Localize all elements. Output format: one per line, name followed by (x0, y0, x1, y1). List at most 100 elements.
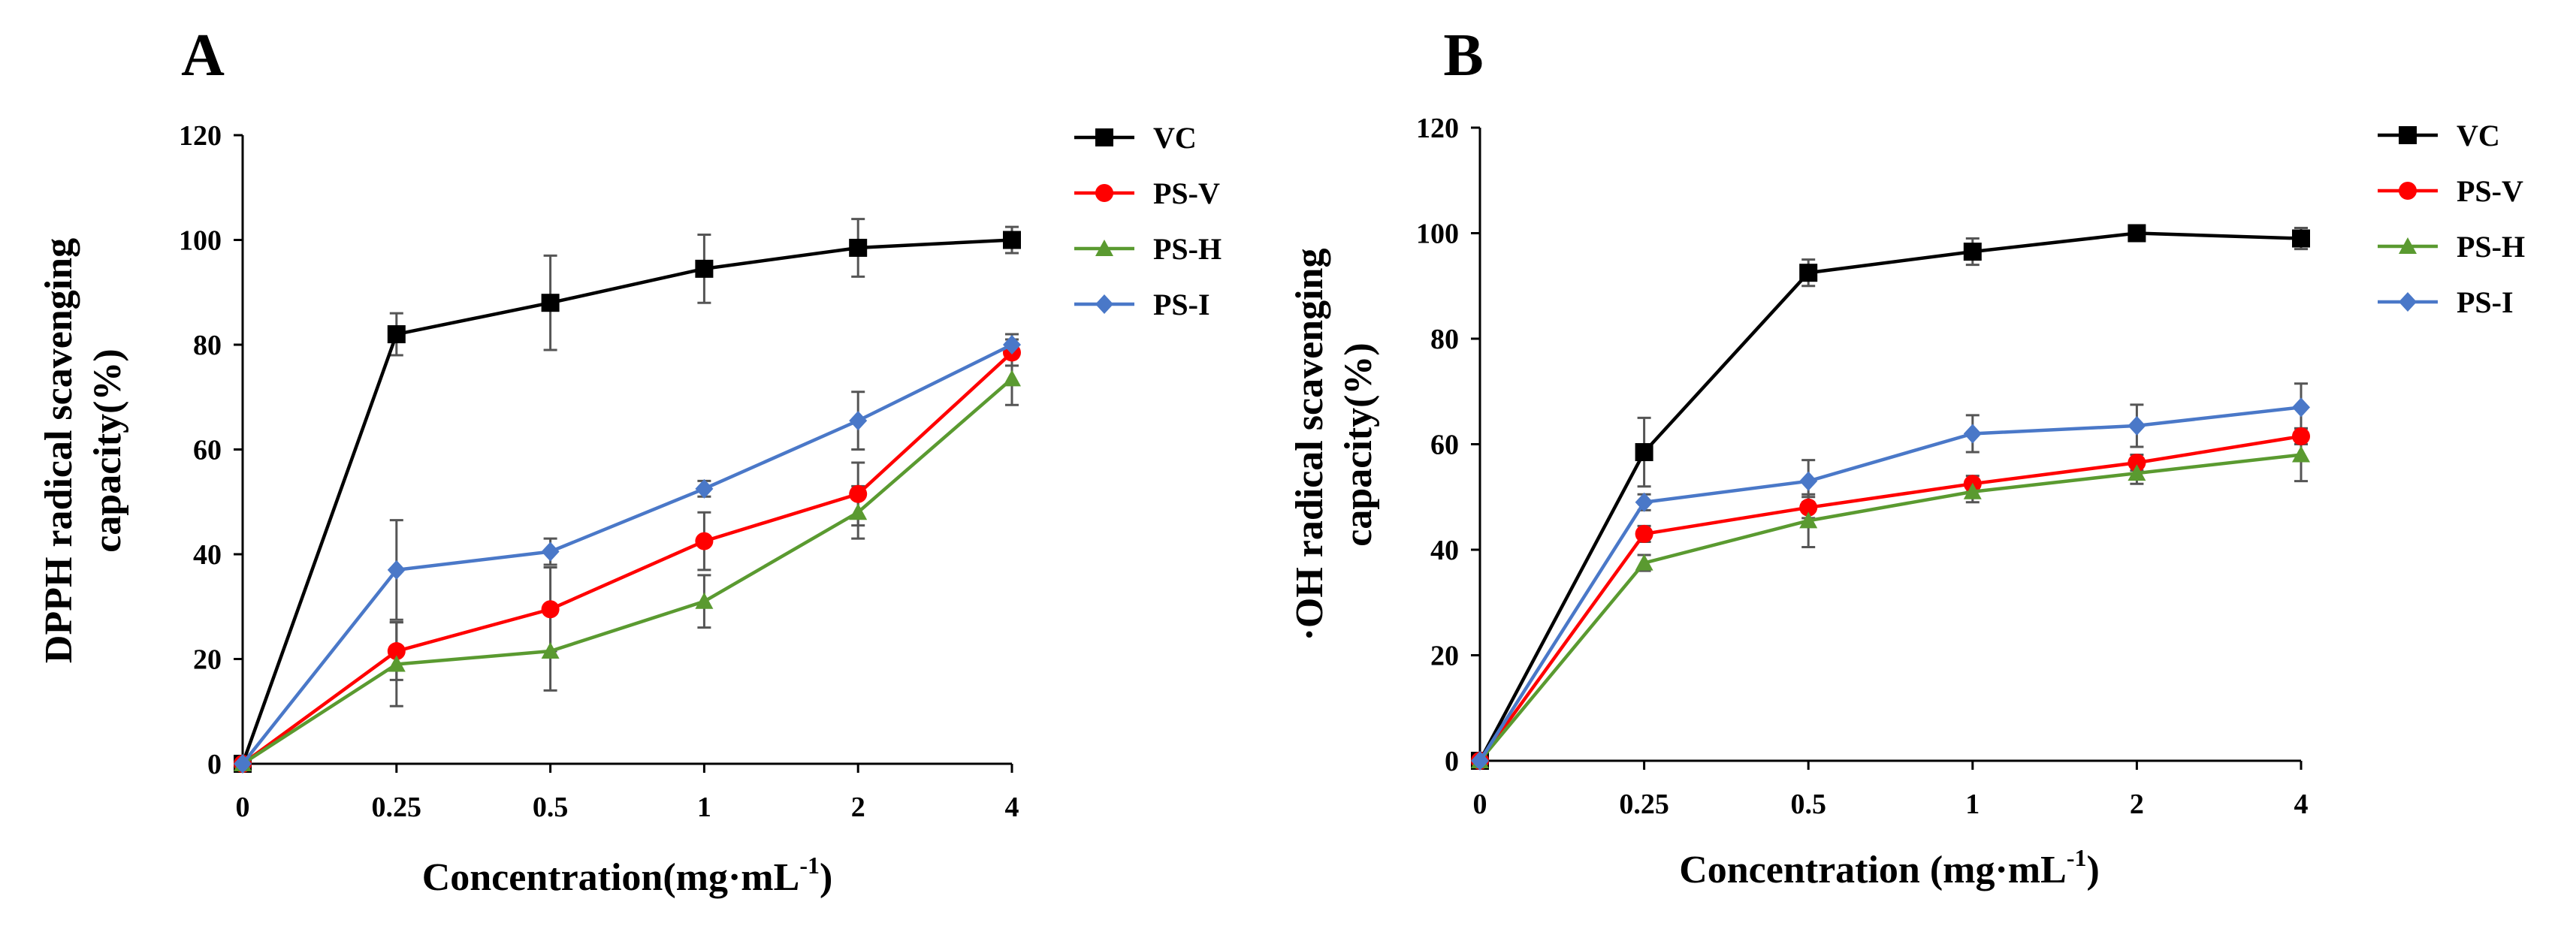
x-axis-label-end: ) (2086, 849, 2099, 891)
x-axis-label-main: Concentration(mg·mL (422, 856, 800, 899)
data-point-ps-h (1635, 553, 1653, 571)
legend: VC PS-V PS-H PS-I (1074, 121, 1222, 321)
y-tick-label: 20 (193, 644, 222, 676)
data-point-ps-h (387, 655, 406, 672)
series-ps-v (1471, 427, 2310, 770)
data-point-ps-i (1799, 471, 1818, 491)
series-ps-v (234, 343, 1021, 773)
data-point-ps-h (541, 642, 560, 659)
data-point-vc (2292, 229, 2310, 248)
data-point-ps-h (2128, 464, 2146, 481)
y-tick-label: 120 (179, 120, 222, 152)
series-ps-i (1471, 397, 2310, 771)
legend-entry-ps-v: PS-V (2378, 174, 2523, 208)
data-point-ps-h (2292, 445, 2310, 463)
data-point-ps-i (1471, 751, 1489, 771)
data-point-vc (387, 325, 406, 344)
y-tick-label: 80 (1430, 324, 1459, 355)
series-line-ps-i (1478, 406, 2302, 762)
data-point-ps-h (1003, 369, 1021, 387)
series-line-ps-i (241, 342, 1013, 765)
x-tick-label: 0 (236, 792, 250, 823)
legend-label: VC (2457, 119, 2500, 152)
data-point-ps-v (849, 484, 868, 503)
x-axis-label: Concentration(mg·mL-1) (422, 852, 833, 899)
y-tick-label: 40 (1430, 535, 1459, 566)
panel-label: B (1443, 23, 1483, 89)
data-point-vc (1635, 443, 1653, 462)
series-ps-h (234, 369, 1021, 771)
y-tick-label: 60 (193, 435, 222, 466)
x-tick-label: 2 (851, 792, 865, 823)
legend-label: PS-I (2457, 285, 2514, 319)
y-tick-label: 100 (1416, 219, 1459, 250)
x-axis-label-end: ) (820, 856, 832, 899)
legend-entry-ps-i: PS-I (2378, 285, 2514, 319)
x-tick-label: 1 (1965, 789, 1980, 820)
data-point-ps-i (2128, 415, 2146, 436)
legend-marker (1095, 240, 1113, 256)
data-point-ps-h (1799, 511, 1818, 529)
chart-panel-a: A 0 20 40 60 80 100 120 0 0.25 0.5 1 2 4 Concentration… (38, 23, 1222, 899)
y-tick-label: 100 (179, 225, 222, 257)
data-point-ps-v (2128, 454, 2146, 472)
x-axis-label-main: Concentration (mg·mL (1679, 849, 2067, 891)
data-point-ps-i (387, 560, 406, 580)
data-point-ps-i (695, 478, 714, 499)
data-point-ps-v (387, 642, 406, 661)
x-axis-label: Concentration (mg·mL-1) (1679, 844, 2100, 891)
data-point-vc (1003, 231, 1021, 249)
data-point-ps-v (695, 532, 714, 550)
legend-label: PS-I (1153, 288, 1210, 321)
series-line-ps-h (241, 377, 1013, 765)
series-line-vc (240, 238, 1013, 765)
data-point-ps-i (541, 541, 560, 562)
legend-label: PS-H (2457, 230, 2525, 264)
legend-label: PS-V (1153, 176, 1220, 210)
x-tick-label: 4 (1005, 792, 1019, 823)
data-point-ps-i (1635, 492, 1653, 512)
legend-marker (2399, 237, 2417, 254)
data-point-ps-h (1963, 482, 1982, 499)
x-tick-label: 1 (697, 792, 711, 823)
legend-label: VC (1153, 121, 1197, 155)
legend-entry-ps-h: PS-H (2378, 230, 2525, 264)
y-tick-label: 40 (193, 539, 222, 571)
y-tick-label: 60 (1430, 430, 1459, 461)
data-point-ps-h (849, 503, 868, 520)
y-axis-label-line1: ·OH radical scavenging (1288, 249, 1331, 641)
data-point-ps-v (1635, 524, 1653, 543)
data-point-vc (2128, 224, 2146, 243)
data-point-ps-h (695, 592, 714, 609)
x-tick-label: 0.25 (1619, 789, 1669, 820)
legend-entry-vc: VC (2378, 119, 2500, 152)
x-tick-label: 2 (2130, 789, 2144, 820)
x-tick-label: 0.5 (1790, 789, 1826, 820)
data-point-ps-i (1003, 335, 1021, 354)
x-tick-label: 0.25 (372, 792, 422, 823)
x-axis-label-sup: -1 (799, 852, 820, 879)
y-tick-label: 0 (1445, 746, 1459, 777)
y-axis-label-line1: DPPH radical scavenging (38, 238, 80, 663)
legend-entry-ps-v: PS-V (1074, 176, 1220, 210)
data-point-vc (541, 294, 560, 312)
chart-panel-b: B 0 20 40 60 80 100 120 0 0.25 0.5 1 2 4 Concentration… (1288, 23, 2525, 891)
y-tick-label: 0 (207, 749, 222, 780)
x-tick-label: 0.5 (533, 792, 569, 823)
legend-marker (1095, 294, 1113, 314)
data-point-ps-i (2292, 397, 2310, 418)
y-axis-label-line2: capacity(%) (1337, 342, 1380, 546)
data-point-ps-v (541, 600, 560, 619)
legend-marker (2399, 292, 2417, 312)
legend-label: PS-H (1153, 232, 1222, 266)
legend-entry-vc: VC (1074, 121, 1197, 155)
legend: VC PS-V PS-H PS-I (2378, 119, 2525, 319)
data-point-vc (1799, 264, 1818, 282)
data-point-ps-i (234, 754, 252, 774)
x-tick-label: 0 (1473, 789, 1487, 820)
data-point-ps-i (849, 411, 868, 431)
y-tick-label: 20 (1430, 641, 1459, 672)
x-tick-label: 4 (2294, 789, 2309, 820)
data-point-vc (849, 238, 868, 257)
